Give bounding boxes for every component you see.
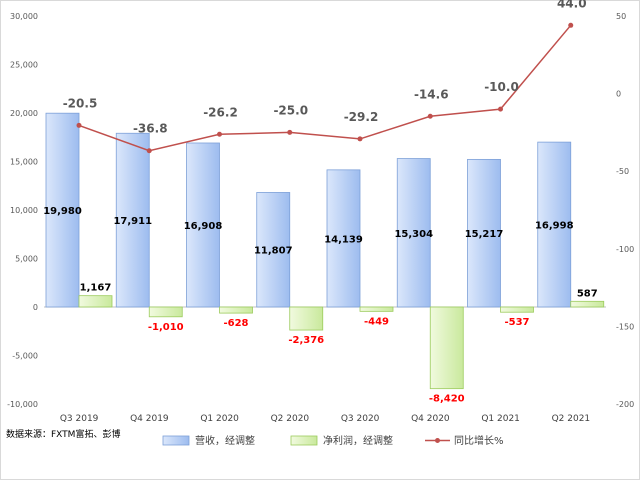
net-profit-value-label: 587 (577, 288, 598, 299)
y-left-tick-label: 30,000 (10, 12, 38, 21)
revenue-value-label: 14,139 (324, 234, 363, 245)
yoy-growth-label: -26.2 (203, 105, 238, 119)
yoy-growth-point (146, 148, 152, 154)
revenue-value-label: 15,217 (465, 229, 504, 240)
category-label: Q4 2019 (130, 414, 169, 424)
net-profit-bar (359, 306, 394, 312)
revenue-bar (326, 169, 361, 308)
revenue-value-label: 11,807 (254, 246, 293, 257)
yoy-growth-point (568, 22, 574, 28)
category-label: Q3 2020 (341, 414, 380, 424)
y-left-tick-label: -5,000 (12, 352, 38, 361)
net-profit-value-label: -537 (504, 317, 529, 328)
y-left-tick-label: 20,000 (10, 109, 38, 118)
legend-revenue-swatch (162, 435, 190, 446)
yoy-growth-point (357, 136, 363, 142)
category-label: Q2 2021 (552, 414, 591, 424)
yoy-growth-point (76, 122, 82, 128)
y-left-tick-label: 15,000 (10, 158, 38, 167)
net-profit-value-label: -1,010 (148, 322, 184, 333)
yoy-growth-line (78, 24, 572, 152)
yoy-growth-label: 44.0 (557, 0, 587, 10)
category-label: Q4 2020 (411, 414, 450, 424)
revenue-bar (396, 158, 431, 308)
net-profit-bar (570, 300, 605, 308)
source-note: 数据来源：FXTM富拓、彭博 (6, 428, 120, 440)
net-profit-value-label: -2,376 (288, 335, 324, 346)
net-profit-bar (148, 306, 183, 318)
yoy-growth-label: -20.5 (63, 96, 98, 110)
y-right-tick-label: -150 (616, 322, 634, 331)
net-profit-value-label: -628 (223, 318, 248, 329)
net-profit-value-label: 1,167 (80, 283, 112, 294)
net-profit-value-label: -8,420 (429, 394, 465, 405)
category-label: Q1 2020 (200, 414, 239, 424)
yoy-growth-label: -25.0 (273, 103, 308, 117)
yoy-growth-label: -29.2 (344, 110, 379, 124)
revenue-bar (115, 132, 150, 308)
yoy-growth-point (427, 113, 433, 119)
category-label: Q2 2020 (271, 414, 310, 424)
y-right-tick-label: -200 (616, 400, 634, 409)
revenue-value-label: 17,911 (113, 216, 152, 227)
y-left-tick-label: -10,000 (7, 400, 38, 409)
legend-revenue-label: 营收，经调整 (195, 434, 255, 447)
revenue-bar (256, 192, 291, 308)
legend-net-profit-swatch (290, 435, 318, 446)
yoy-growth-label: -14.6 (414, 87, 449, 101)
y-left-tick-label: 0 (33, 303, 38, 312)
revenue-bar (467, 158, 501, 308)
net-profit-bar (429, 306, 464, 390)
y-right-tick-label: 50 (616, 12, 626, 21)
net-profit-value-label: -449 (364, 316, 389, 327)
y-right-tick-label: -100 (616, 245, 634, 254)
y-left-tick-label: 10,000 (10, 206, 38, 215)
revenue-value-label: 19,980 (43, 206, 82, 217)
revenue-bar (186, 142, 220, 308)
yoy-growth-point (498, 106, 503, 112)
legend-yoy-label: 同比增长% (454, 434, 504, 447)
revenue-value-label: 16,908 (184, 221, 223, 232)
legend-net-profit-label: 净利润，经调整 (323, 434, 393, 447)
net-profit-bar (78, 295, 113, 308)
y-right-tick-label: 0 (616, 90, 621, 99)
revenue-bar (537, 141, 572, 308)
yoy-growth-point (287, 129, 293, 135)
category-label: Q3 2019 (60, 414, 99, 424)
yoy-growth-point (217, 131, 222, 137)
legend-yoy-marker (435, 438, 440, 443)
revenue-bar (45, 112, 80, 308)
net-profit-bar (219, 306, 253, 314)
net-profit-bar (289, 306, 324, 331)
yoy-growth-label: -36.8 (133, 122, 168, 136)
y-right-tick-label: -50 (616, 167, 629, 176)
net-profit-bar (500, 306, 534, 313)
y-left-tick-label: 25,000 (10, 61, 38, 70)
revenue-value-label: 16,998 (535, 221, 574, 232)
yoy-growth-label: -10.0 (484, 80, 519, 94)
y-left-tick-label: 5,000 (15, 255, 38, 264)
revenue-value-label: 15,304 (394, 229, 433, 240)
category-label: Q1 2021 (481, 414, 520, 424)
